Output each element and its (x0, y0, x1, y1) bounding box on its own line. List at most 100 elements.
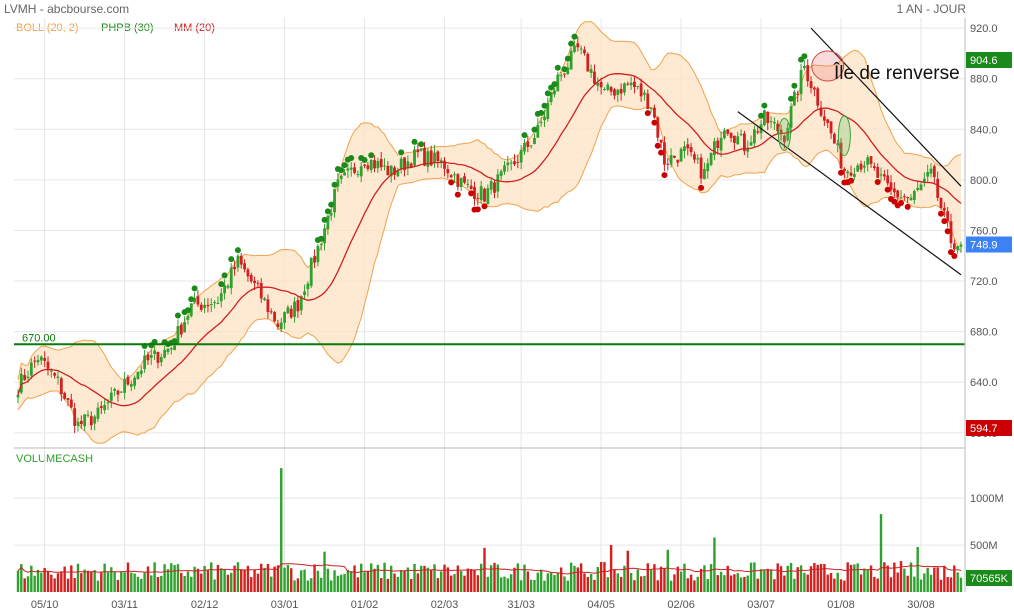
candle-body (763, 110, 766, 126)
volume-bar (86, 570, 90, 592)
candle-body (549, 92, 553, 103)
candle-body (663, 142, 666, 165)
volume-bar (30, 565, 33, 592)
candle-body (812, 87, 816, 90)
volume-bar (679, 571, 683, 592)
volume-bar (173, 565, 176, 592)
volume-bar (373, 568, 376, 592)
volume-bar (873, 576, 876, 592)
volume-bar (290, 568, 293, 592)
volume-bar (213, 579, 216, 592)
candle-body (49, 370, 53, 372)
candle-body (316, 245, 320, 263)
gap-highlight-right (837, 115, 851, 157)
volume-bar (210, 562, 213, 592)
volume-bar (220, 568, 223, 592)
candle-body (586, 53, 590, 72)
candle-body (416, 149, 420, 153)
candle-body (626, 83, 630, 85)
volume-bar (823, 564, 826, 592)
candle-body (819, 107, 823, 116)
candle-body (153, 350, 157, 355)
candle-body (186, 315, 190, 320)
candle-body (69, 399, 73, 408)
volume-bar (103, 563, 106, 592)
candle-body (303, 291, 306, 296)
volume-bar (703, 565, 706, 592)
candle-body (53, 373, 57, 376)
volume-bar (320, 577, 323, 592)
candle-body (829, 121, 833, 134)
candle-body (176, 326, 180, 344)
volume-bar (886, 565, 889, 592)
volume-bar (376, 564, 380, 592)
candle-body (709, 152, 713, 165)
candle-body (566, 67, 570, 74)
candle-body (436, 151, 440, 162)
volume-bar (753, 562, 756, 592)
candle-body (183, 322, 187, 333)
volume-bar (509, 574, 513, 592)
phpb-high-dot (188, 296, 195, 303)
date-tick-label: 05/10 (31, 599, 59, 611)
volume-bar (766, 568, 769, 592)
candle-body (846, 171, 850, 174)
candle-body (206, 304, 210, 307)
volume-bar (693, 580, 696, 592)
candle-body (329, 213, 333, 216)
candle-body (646, 93, 650, 110)
volume-bar (756, 578, 759, 592)
candle-body (839, 142, 843, 169)
candle-body (346, 168, 350, 171)
candle-body (156, 352, 160, 363)
volume-bar (146, 566, 150, 592)
volume-bar (633, 580, 636, 592)
phpb-high-dot (561, 66, 568, 73)
phpb-high-dot (221, 272, 228, 279)
volume-bar (463, 575, 466, 592)
candle-body (489, 181, 493, 190)
volume-bar (729, 575, 733, 592)
phpb-high-dot (321, 216, 328, 223)
candle-body (556, 74, 560, 92)
volume-bar (449, 575, 453, 592)
volume-bar (130, 572, 133, 592)
volume-bar (236, 562, 240, 592)
volume-bar (613, 569, 616, 592)
candle-body (779, 129, 783, 134)
price-tick-label: 840.0 (970, 124, 998, 136)
candle-body (616, 89, 620, 95)
volume-bar (743, 576, 746, 592)
volume-bar (333, 570, 336, 592)
candle-body (653, 107, 656, 118)
candle-body (29, 362, 33, 376)
volume-bar (646, 563, 649, 592)
candle-body (919, 184, 923, 191)
volume-bar (206, 570, 210, 592)
phpb-high-dot (361, 156, 368, 163)
volume-bar (859, 574, 863, 592)
candle-body (76, 421, 80, 426)
volume-bar (523, 564, 526, 592)
volume-bar (936, 567, 939, 592)
price-tick-label: 800.0 (970, 175, 998, 187)
volume-bar (933, 567, 936, 592)
candle-body (306, 283, 310, 290)
candle-body (526, 141, 530, 147)
candle-body (453, 174, 456, 176)
badge-low: 594.7 (970, 423, 998, 435)
volume-bar (100, 572, 103, 592)
candle-body (43, 358, 47, 361)
phpb-high-dot (348, 155, 355, 162)
price-tick-label: 640.0 (970, 377, 998, 389)
volume-bar (216, 564, 220, 592)
candle-body (606, 84, 610, 90)
volume-bar (429, 569, 433, 592)
candle-body (729, 132, 733, 138)
volume-bar (276, 565, 280, 592)
candle-body (23, 375, 27, 381)
volume-bar (739, 577, 743, 592)
candle-body (673, 155, 676, 158)
candle-body (676, 159, 680, 163)
